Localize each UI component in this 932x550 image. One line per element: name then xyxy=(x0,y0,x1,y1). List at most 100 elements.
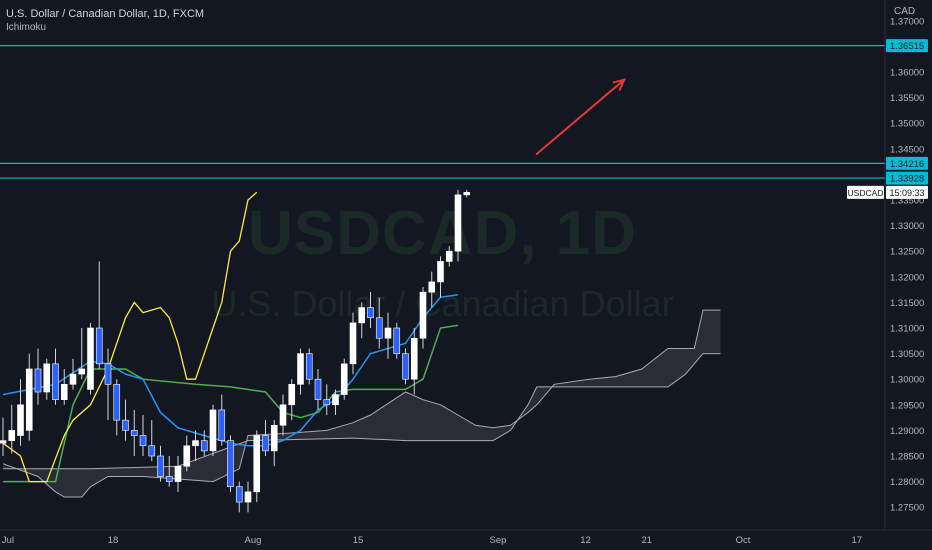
level-price-label: 1.34216 xyxy=(890,159,924,170)
candle xyxy=(253,430,261,503)
candle xyxy=(419,287,427,349)
candle xyxy=(227,435,234,492)
candle xyxy=(445,246,453,267)
chart-legend: U.S. Dollar / Canadian Dollar, 1D, FXCM … xyxy=(6,7,204,35)
x-tick-label: 15 xyxy=(353,535,364,546)
y-tick-label: 1.35000 xyxy=(890,119,924,130)
candle xyxy=(157,445,164,482)
candle xyxy=(270,420,278,467)
x-tick-label: 18 xyxy=(108,535,119,546)
candle xyxy=(87,322,94,395)
candle-body xyxy=(358,307,366,324)
x-tick-label: Oct xyxy=(736,535,751,546)
candle xyxy=(297,348,304,395)
candle xyxy=(218,394,226,446)
candle-body xyxy=(262,435,269,452)
candle-body xyxy=(183,445,191,467)
y-tick-label: 1.32500 xyxy=(890,247,924,258)
candle xyxy=(235,481,243,513)
candle xyxy=(244,481,252,513)
candle-body xyxy=(78,368,86,375)
candle xyxy=(52,348,59,405)
x-tick-label: 12 xyxy=(580,535,591,546)
candle xyxy=(305,348,313,385)
candle-body xyxy=(165,476,173,482)
candle xyxy=(314,368,322,410)
candle xyxy=(332,389,339,416)
y-tick-label: 1.37000 xyxy=(890,16,924,27)
candle xyxy=(139,415,147,456)
level-price-tag xyxy=(886,171,928,185)
candle-body xyxy=(192,440,199,447)
candle xyxy=(192,430,199,462)
candle xyxy=(349,312,357,375)
candle xyxy=(402,348,409,385)
candle-body xyxy=(139,435,147,447)
candle xyxy=(165,456,173,487)
y-tick-label: 1.28500 xyxy=(890,452,924,463)
candle xyxy=(130,409,138,456)
candle xyxy=(8,404,16,454)
level-price-tag xyxy=(886,39,928,53)
candle-body xyxy=(332,394,339,406)
candle-body xyxy=(235,486,243,503)
candle-body xyxy=(113,384,121,421)
candle xyxy=(384,312,392,359)
candle xyxy=(113,379,121,436)
candle-body xyxy=(174,465,182,482)
candle xyxy=(375,297,383,349)
y-tick-label: 1.33000 xyxy=(890,221,924,232)
candle-body xyxy=(87,327,94,390)
candle xyxy=(209,404,217,456)
candle-body xyxy=(270,424,278,452)
candle xyxy=(323,384,331,416)
candle-body xyxy=(279,404,287,426)
senkou-span-b-line xyxy=(3,353,721,470)
candle-body xyxy=(8,430,16,441)
candle xyxy=(393,322,401,359)
candle xyxy=(60,368,68,405)
candle xyxy=(340,358,348,400)
symbol-title: U.S. Dollar / Canadian Dollar, 1D, FXCM xyxy=(6,8,205,20)
candle-body xyxy=(209,409,217,452)
candle-body xyxy=(0,440,7,444)
y-tick-label: 1.31000 xyxy=(890,324,924,335)
candle-body xyxy=(437,261,444,283)
indicator-label[interactable]: Ichimoku xyxy=(6,22,47,33)
candle-body xyxy=(253,435,261,493)
y-tick-label: 1.32000 xyxy=(890,272,924,283)
candle-body xyxy=(157,455,164,477)
candle xyxy=(262,420,269,456)
candle xyxy=(183,435,191,472)
candle xyxy=(34,348,42,405)
countdown-tag xyxy=(886,185,928,199)
candle-body xyxy=(454,194,462,252)
candle-body xyxy=(305,353,313,380)
candle-body xyxy=(52,363,59,400)
y-tick-label: 1.29000 xyxy=(890,426,924,437)
candle xyxy=(428,271,436,308)
senkou-span-a-line xyxy=(2,309,721,498)
candle xyxy=(288,379,296,421)
candle xyxy=(410,328,418,395)
candle-body xyxy=(419,291,427,339)
candle xyxy=(279,394,287,436)
y-tick-label: 1.36000 xyxy=(890,68,924,79)
candle-body xyxy=(104,363,112,385)
y-tick-label: 1.35500 xyxy=(890,93,924,104)
candle-body xyxy=(69,373,77,385)
y-tick-label: 1.33500 xyxy=(890,196,924,207)
candle-body xyxy=(428,281,436,293)
candle-body xyxy=(17,404,24,436)
candle xyxy=(174,456,182,492)
candle xyxy=(463,189,471,198)
candle xyxy=(200,430,208,456)
ichimoku-cloud xyxy=(3,310,721,497)
candle-body xyxy=(25,368,33,431)
y-tick-label: 1.30000 xyxy=(890,375,924,386)
candle-body xyxy=(34,368,42,393)
candle-body xyxy=(95,327,103,365)
candle-body xyxy=(384,327,392,339)
